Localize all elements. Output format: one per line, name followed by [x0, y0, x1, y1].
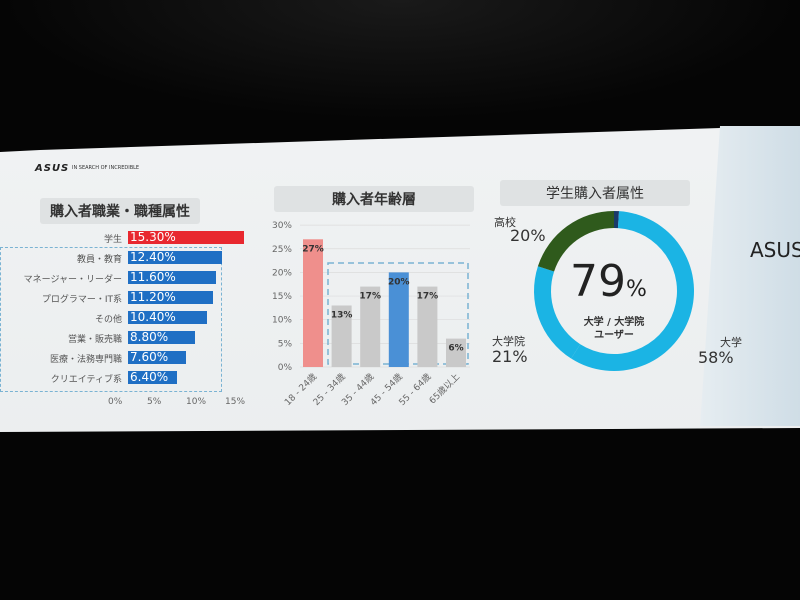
slice-name: 高校	[494, 216, 516, 229]
bar	[303, 239, 323, 367]
data-label: 20%	[388, 277, 410, 287]
data-label: 6%	[448, 344, 463, 354]
center-value: 79	[570, 256, 626, 307]
category-label: 営業・販売職	[67, 335, 122, 345]
x-tick-label: 10%	[186, 397, 207, 407]
donut-slice	[537, 211, 614, 272]
y-tick-label: 5%	[278, 339, 293, 349]
slice-value: 58%	[698, 348, 734, 367]
donut-slice	[533, 266, 581, 359]
y-tick-label: 30%	[272, 221, 292, 231]
stage-ceiling	[0, 0, 800, 120]
data-label: 13%	[331, 311, 353, 321]
donut-slice	[571, 211, 694, 371]
bar: 12.40%	[128, 251, 223, 264]
donut-slice	[614, 211, 620, 229]
data-label: 17%	[417, 292, 439, 302]
bar: 11.20%	[128, 291, 214, 304]
bar: 11.60%	[128, 271, 217, 284]
x-tick-label: 0%	[108, 397, 123, 407]
slice-name: 大学	[720, 336, 742, 349]
bar: 7.60%	[128, 351, 186, 364]
y-tick-label: 15%	[272, 292, 292, 302]
category-label: 医療・法務専門職	[49, 355, 122, 365]
slice-label-univ: 大学 58%	[698, 334, 742, 367]
bar: 8.80%	[128, 331, 195, 344]
slice-label-grad: 大学院 21%	[492, 333, 528, 366]
tagline: IN SEARCH OF INCREDIBLE	[72, 165, 140, 171]
category-label: クリエイティブ系	[50, 375, 122, 385]
category-label: 教員・教育	[76, 255, 122, 265]
bar	[360, 286, 381, 367]
bar	[446, 338, 466, 367]
center-unit: %	[626, 277, 647, 302]
age-chart-title: 購入者年齢層	[274, 186, 474, 212]
y-tick-label: 20%	[272, 268, 292, 278]
x-tick-label: 5%	[147, 397, 162, 407]
donut-center-caption: 大学 / 大学院 ユーザー	[574, 316, 654, 342]
student-chart-title: 学生購入者属性	[500, 180, 690, 206]
y-tick-label: 25%	[272, 245, 292, 255]
bar: 6.40%	[128, 371, 177, 384]
bar: 15.30%	[128, 231, 245, 244]
center-line2: ユーザー	[594, 330, 634, 341]
center-line1: 大学 / 大学院	[583, 317, 645, 328]
slice-label-highschool: 高校 20%	[494, 214, 546, 245]
bar	[417, 286, 438, 367]
slice-value: 20%	[510, 226, 546, 245]
bar: 10.40%	[128, 311, 208, 324]
category-label: プログラマー・IT系	[41, 295, 122, 305]
data-label: 27%	[302, 244, 324, 254]
slice-name: 大学院	[492, 335, 525, 348]
category-label: 学生	[103, 235, 122, 245]
occupation-chart-title: 購入者職業・職種属性	[40, 198, 200, 224]
y-tick-label: 10%	[272, 316, 292, 326]
photo-text: ASUS	[750, 238, 800, 262]
asus-logo: ASUS	[35, 163, 70, 174]
data-label: 17%	[359, 292, 381, 302]
slice-value: 21%	[492, 347, 528, 366]
bar	[388, 272, 409, 367]
occupation-highlight-box	[0, 247, 222, 392]
category-label: マネージャー・リーダー	[23, 275, 122, 285]
y-tick-label: 0%	[278, 363, 293, 373]
donut-center-value: 79%	[570, 256, 647, 307]
bar	[331, 305, 352, 367]
x-tick-label: 15%	[225, 397, 246, 407]
category-label: その他	[94, 315, 122, 325]
